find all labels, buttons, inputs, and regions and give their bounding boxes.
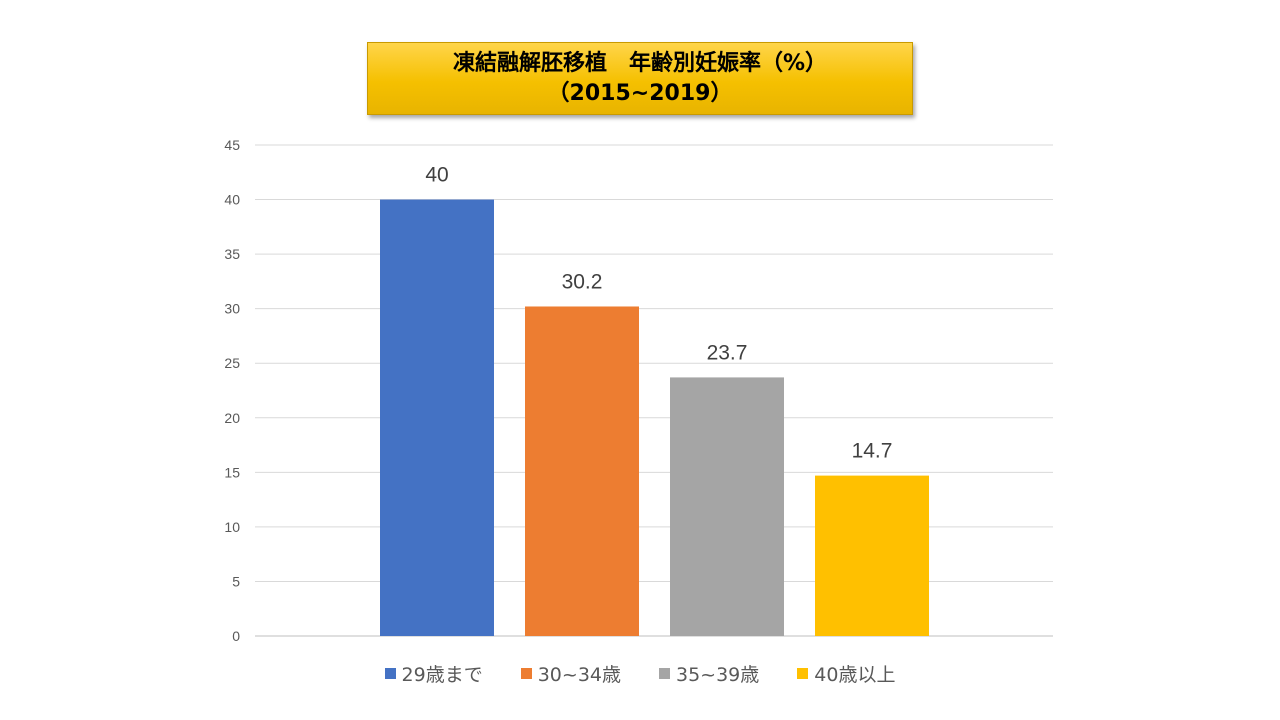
y-tick-label: 45 <box>224 137 240 153</box>
legend-label: 40歳以上 <box>814 663 896 686</box>
chart-title-line-2: （2015~2019） <box>547 80 733 106</box>
y-tick-label: 0 <box>232 628 240 644</box>
chart-legend: 29歳まで 30~34歳 35~39歳 40歳以上 <box>0 660 1280 686</box>
data-label: 14.7 <box>852 440 893 463</box>
y-tick-label: 20 <box>224 410 240 426</box>
legend-item: 35~39歳 <box>659 660 759 687</box>
legend-item: 30~34歳 <box>520 660 621 687</box>
legend-label: 35~39歳 <box>676 663 760 686</box>
legend-item: 29歳まで <box>384 660 483 687</box>
data-label: 40 <box>425 164 448 187</box>
bar <box>380 199 494 637</box>
y-tick-label: 35 <box>224 246 240 262</box>
bar <box>670 377 784 636</box>
y-tick-label: 30 <box>224 301 240 317</box>
y-tick-label: 10 <box>224 519 240 535</box>
data-label: 23.7 <box>707 341 748 364</box>
data-label: 30.2 <box>562 270 603 293</box>
y-tick-label: 40 <box>224 192 240 208</box>
legend-label: 29歳まで <box>401 663 483 686</box>
legend-label: 30~34歳 <box>537 663 621 686</box>
y-tick-label: 5 <box>232 573 240 589</box>
legend-swatch <box>797 667 809 679</box>
legend-swatch <box>659 667 670 679</box>
chart-title-line-1: 凍結融解胚移植 年齢別妊娠率（%） <box>452 50 828 76</box>
legend-item: 40歳以上 <box>797 660 895 687</box>
chart-title-box: 凍結融解胚移植 年齢別妊娠率（%） （2015~2019） <box>367 42 913 115</box>
y-tick-label: 25 <box>224 355 240 371</box>
bar <box>525 306 639 636</box>
legend-swatch <box>520 667 532 679</box>
y-tick-label: 15 <box>224 464 240 480</box>
bar <box>815 475 929 636</box>
legend-swatch <box>384 667 396 679</box>
